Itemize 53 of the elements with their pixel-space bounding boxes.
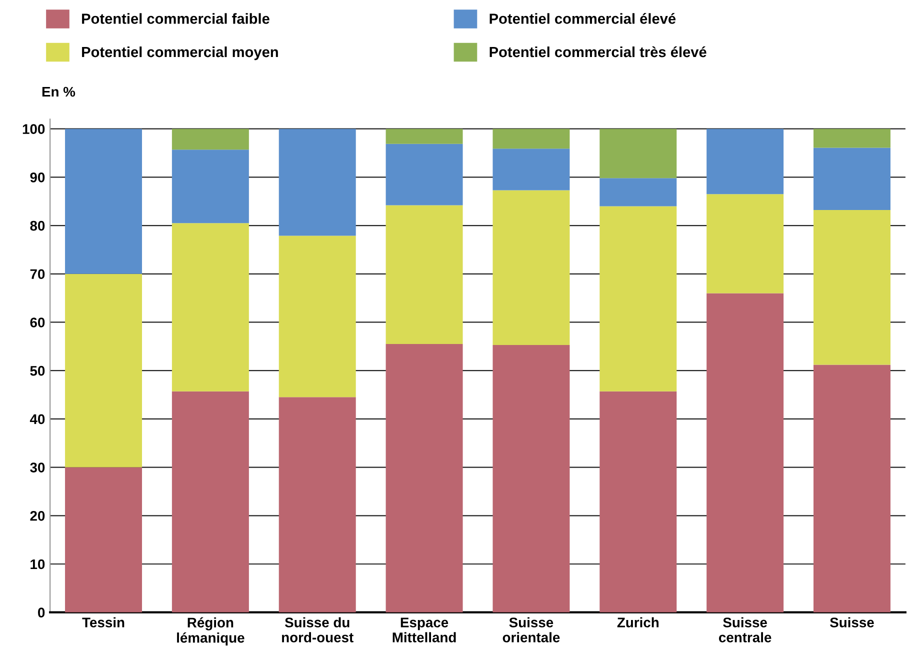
bar [65,274,142,468]
bar [600,391,677,612]
y-tick-label: 80 [30,220,45,231]
y-tick-label: 20 [30,510,45,521]
x-tick-label: Tessin [82,617,124,628]
bar [492,128,570,149]
bar [172,223,249,392]
bar [386,128,463,144]
bar [492,344,570,612]
bar [706,194,784,294]
x-tick-label: Zurich [617,617,658,628]
bar [813,148,890,210]
bar [172,128,249,150]
x-tick-label: Espace Mittelland [392,618,456,642]
bar [813,210,890,365]
bar [813,128,890,148]
bar [278,236,356,398]
y-tick-label: 30 [30,462,45,472]
y-tick-label: 70 [30,269,45,280]
bar [65,467,142,612]
y-tick-label: 60 [30,318,45,328]
y-tick-label: 40 [30,414,45,424]
legend-label: Potentiel commercial moyen [82,46,278,60]
y-tick-label: 10 [30,559,45,570]
bar [706,128,784,194]
x-tick-label: Suisse [830,617,874,628]
y-tick-label: 0 [38,608,45,618]
bar [386,144,463,206]
y-tick-label: 50 [30,366,45,376]
bar [492,148,570,190]
x-tick-label: Suisse centrale [718,617,772,642]
bar [492,190,570,345]
y-axis-title: En % [42,86,76,97]
bar [706,293,784,612]
bar [600,128,677,178]
bar [600,178,677,206]
legend-label: Potentiel commercial faible [82,13,270,24]
bar [278,397,356,612]
legend-label: Potentiel commercial élevé [490,13,676,24]
bar [278,128,356,236]
bar [172,391,249,612]
legend-label: Potentiel commercial très élevé [490,46,706,58]
bar [172,150,249,224]
bar [813,364,890,612]
bar [386,205,463,344]
y-tick-label: 90 [30,172,45,182]
bar [600,206,677,392]
bar [386,344,463,612]
bar [65,128,142,274]
x-tick-label: Suisse orientale [502,617,560,642]
x-tick-label: Région lémanique [177,617,244,646]
y-tick-label: 100 [22,124,45,134]
x-tick-label: Suisse du nord-ouest [282,617,354,642]
